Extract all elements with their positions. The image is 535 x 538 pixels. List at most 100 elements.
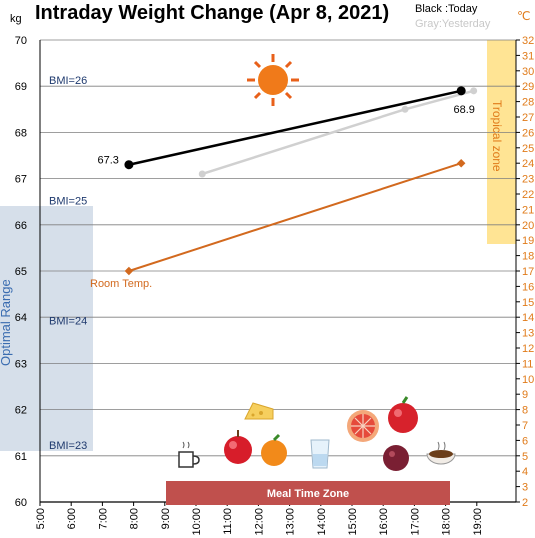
bmi-label: BMI=25 bbox=[49, 195, 87, 207]
x-tick-label: 15:00 bbox=[347, 508, 359, 536]
left-tick-label: 66 bbox=[15, 220, 27, 232]
right-tick-label: 14 bbox=[522, 312, 534, 324]
x-tick-label: 8:00 bbox=[129, 508, 141, 529]
left-tick-label: 64 bbox=[15, 312, 27, 324]
left-tick-label: 69 bbox=[15, 81, 27, 93]
right-tick-label: 6 bbox=[522, 435, 528, 447]
right-tick-label: 7 bbox=[522, 420, 528, 432]
room-temp-label: Room Temp. bbox=[90, 278, 152, 290]
x-tick-label: 9:00 bbox=[160, 508, 172, 529]
right-tick-label: 10 bbox=[522, 374, 534, 386]
left-tick-label: 70 bbox=[15, 35, 27, 47]
soup-bowl-icon bbox=[426, 441, 456, 465]
left-tick-label: 68 bbox=[15, 127, 27, 139]
sun-icon bbox=[247, 54, 299, 106]
right-tick-label: 26 bbox=[522, 127, 534, 139]
left-axis-unit: kg bbox=[10, 13, 22, 25]
optimal-range-label: Optimal Range bbox=[0, 279, 13, 366]
berry-bowl-icon bbox=[383, 445, 409, 471]
meal-time-zone-label: Meal Time Zone bbox=[267, 488, 349, 500]
x-tick-label: 12:00 bbox=[253, 508, 265, 536]
today-data-label: 67.3 bbox=[97, 155, 118, 167]
right-tick-label: 20 bbox=[522, 220, 534, 232]
apple-icon bbox=[224, 430, 252, 464]
x-tick-label: 14:00 bbox=[316, 508, 328, 536]
bmi-label: BMI=23 bbox=[49, 440, 87, 452]
right-tick-label: 22 bbox=[522, 189, 534, 201]
right-tick-label: 3 bbox=[522, 482, 528, 494]
left-tick-label: 61 bbox=[15, 451, 27, 463]
right-tick-label: 30 bbox=[522, 66, 534, 78]
orange-icon bbox=[261, 433, 287, 466]
x-tick-label: 16:00 bbox=[378, 508, 390, 536]
series-today-line bbox=[128, 89, 462, 166]
red-apple-icon bbox=[388, 396, 418, 433]
right-tick-label: 18 bbox=[522, 251, 534, 263]
meal-time-zone-bar bbox=[166, 481, 450, 505]
room-temp-point bbox=[456, 158, 466, 168]
tropical-zone-label: Tropical zone bbox=[490, 100, 504, 172]
left-tick-label: 60 bbox=[15, 497, 27, 509]
right-tick-label: 21 bbox=[522, 204, 534, 216]
right-tick-label: 16 bbox=[522, 281, 534, 293]
series-room-temp-line bbox=[128, 162, 462, 272]
today-data-label: 68.9 bbox=[453, 104, 474, 116]
room-temp-point bbox=[124, 266, 134, 276]
right-axis-ticks: 2345678910111213141516171819202122232425… bbox=[516, 35, 534, 509]
legend-today: Black :Today bbox=[415, 3, 478, 15]
x-axis-ticks: 5:00 6:00 7:00 8:00 9:00 10:00 11:00 12:00 13:00… bbox=[35, 502, 484, 536]
yesterday-point bbox=[470, 87, 478, 95]
x-tick-label: 11:00 bbox=[222, 508, 234, 535]
today-point bbox=[124, 160, 134, 170]
right-tick-label: 2 bbox=[522, 497, 528, 509]
x-tick-label: 13:00 bbox=[285, 508, 297, 536]
x-tick-label: 19:00 bbox=[472, 508, 484, 536]
right-tick-label: 24 bbox=[522, 158, 534, 170]
left-tick-label: 62 bbox=[15, 405, 27, 417]
right-tick-label: 15 bbox=[522, 297, 534, 309]
right-tick-label: 28 bbox=[522, 97, 534, 109]
x-tick-label: 18:00 bbox=[441, 508, 453, 536]
right-tick-label: 5 bbox=[522, 451, 528, 463]
series-layer: 67.3 68.9 bbox=[97, 86, 478, 276]
x-tick-label: 7:00 bbox=[97, 508, 109, 529]
right-tick-label: 4 bbox=[522, 466, 528, 478]
today-point bbox=[456, 86, 466, 96]
x-tick-label: 6:00 bbox=[66, 508, 78, 529]
right-tick-label: 19 bbox=[522, 235, 534, 247]
right-tick-label: 13 bbox=[522, 328, 534, 340]
right-tick-label: 23 bbox=[522, 174, 534, 186]
yesterday-point bbox=[401, 105, 409, 113]
right-tick-label: 32 bbox=[522, 35, 534, 47]
gridlines bbox=[39, 39, 517, 503]
left-tick-label: 67 bbox=[15, 174, 27, 186]
bmi-label: BMI=26 bbox=[49, 75, 87, 87]
right-tick-label: 29 bbox=[522, 81, 534, 93]
right-tick-label: 31 bbox=[522, 50, 534, 62]
x-tick-label: 5:00 bbox=[35, 508, 47, 529]
bmi-labels: BMI=26 BMI=25 BMI=24 BMI=23 bbox=[49, 75, 87, 452]
right-tick-label: 17 bbox=[522, 266, 534, 278]
x-tick-label: 17:00 bbox=[409, 508, 421, 536]
cheese-icon bbox=[244, 402, 274, 420]
right-tick-label: 11 bbox=[522, 358, 533, 370]
right-axis-unit: ℃ bbox=[517, 9, 530, 23]
right-tick-label: 25 bbox=[522, 143, 534, 155]
right-tick-label: 12 bbox=[522, 343, 534, 355]
bmi-label: BMI=24 bbox=[49, 315, 87, 327]
right-tick-label: 8 bbox=[522, 405, 528, 417]
legend-yesterday: Gray:Yesterday bbox=[415, 18, 491, 30]
chart-title: Intraday Weight Change (Apr 8, 2021) bbox=[35, 2, 389, 24]
coffee-icon bbox=[178, 441, 200, 468]
grapefruit-icon bbox=[347, 410, 379, 442]
right-tick-label: 9 bbox=[522, 389, 528, 401]
tropical-zone-band bbox=[487, 40, 516, 244]
water-glass-icon bbox=[310, 439, 330, 469]
right-tick-label: 27 bbox=[522, 112, 534, 124]
x-tick-label: 10:00 bbox=[191, 508, 203, 536]
left-axis-ticks: 60 61 62 63 64 65 66 67 68 69 70 bbox=[15, 35, 27, 509]
yesterday-point bbox=[198, 170, 206, 178]
left-tick-label: 63 bbox=[15, 358, 27, 370]
left-tick-label: 65 bbox=[15, 266, 27, 278]
